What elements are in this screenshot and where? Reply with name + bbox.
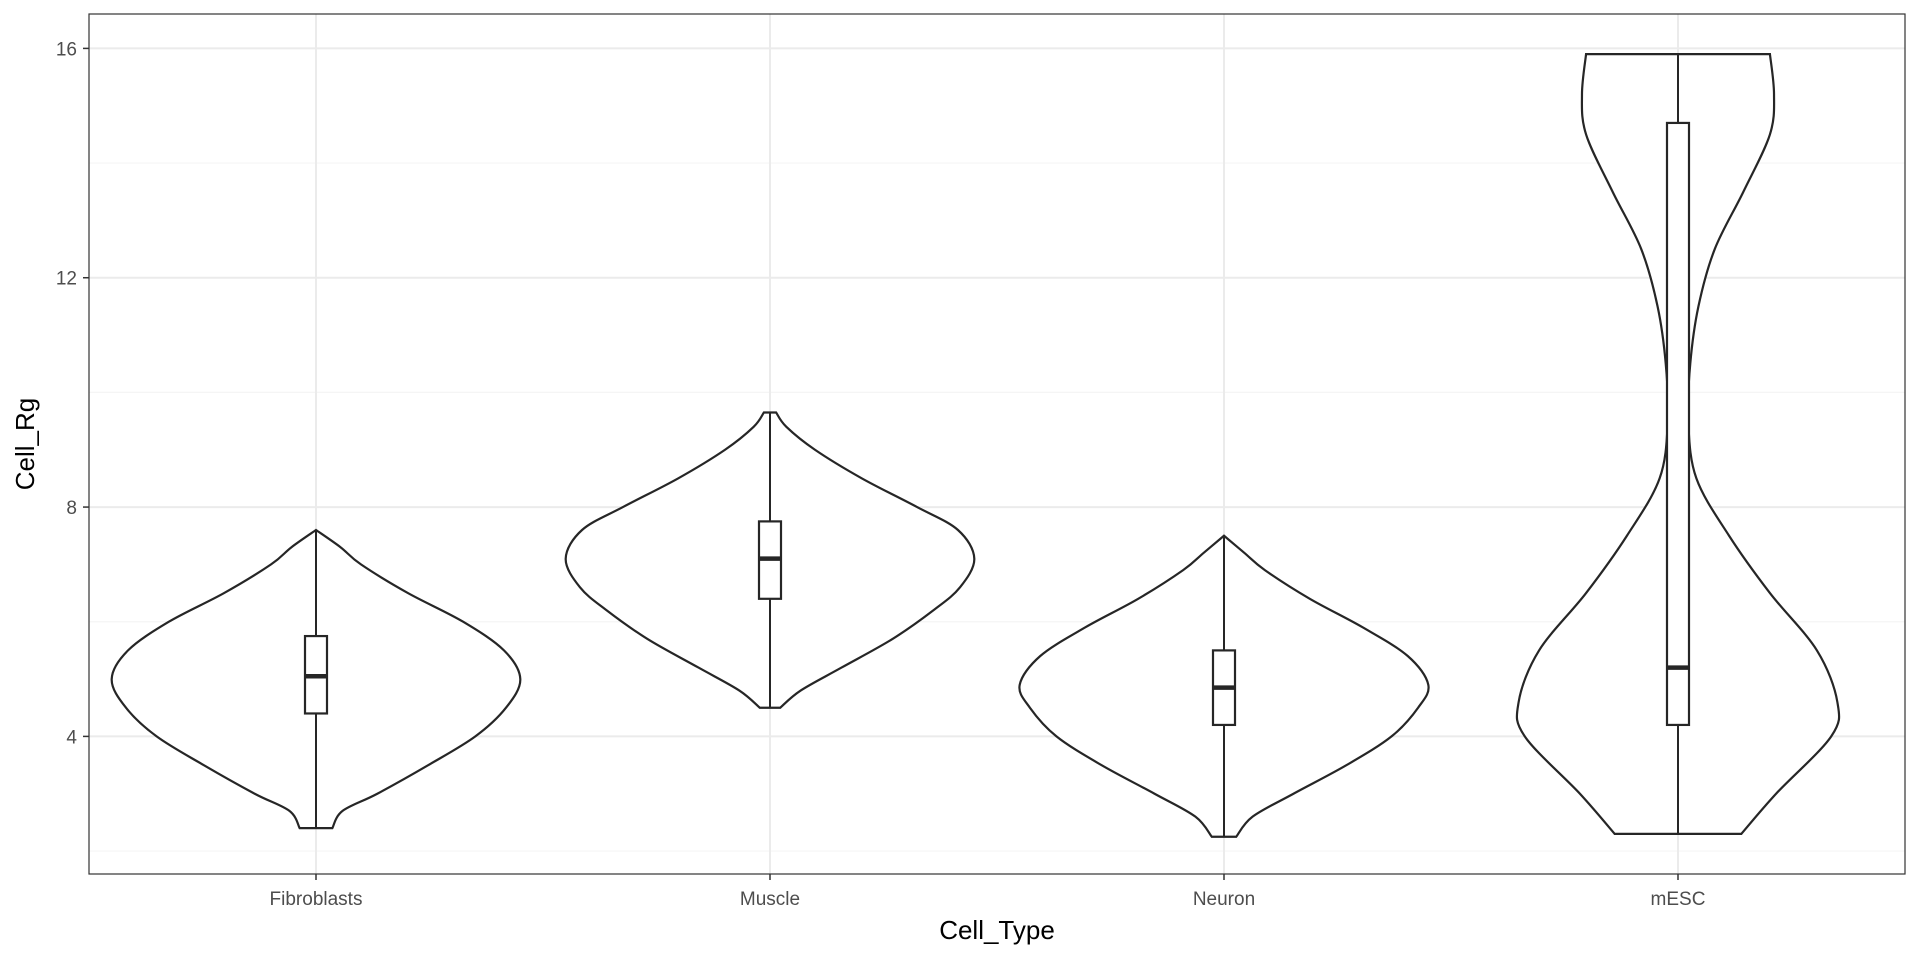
y-tick-label: 4 <box>66 727 77 748</box>
violins <box>110 53 1841 838</box>
x-tick-label: mESC <box>1651 889 1706 910</box>
y-tick-label: 8 <box>66 498 77 519</box>
y-tick-label: 12 <box>56 269 77 290</box>
x-tick-label: Muscle <box>740 889 800 910</box>
x-tick-label: Neuron <box>1193 889 1255 910</box>
y-tick-label: 16 <box>56 39 77 60</box>
x-axis-title: Cell_Type <box>939 915 1055 945</box>
x-tick-label: Fibroblasts <box>270 889 363 910</box>
panel-border <box>88 13 1906 875</box>
axes: 4 8 12 16 Fibroblasts Muscle Neuron mESC <box>56 39 1706 910</box>
box-iqr <box>1665 121 1691 727</box>
y-axis-title: Cell_Rg <box>10 398 40 491</box>
